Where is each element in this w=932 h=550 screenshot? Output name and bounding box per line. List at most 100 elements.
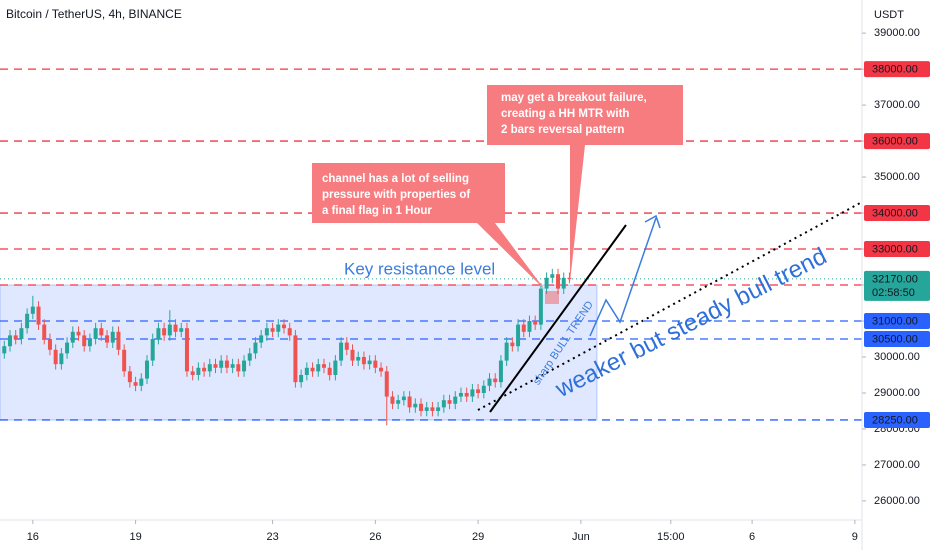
candle-body [253, 342, 258, 354]
candle-body [270, 328, 275, 332]
currency-label: USDT [874, 9, 904, 21]
candle-body [344, 342, 349, 350]
candle-body [384, 371, 389, 397]
candle-body [367, 360, 372, 365]
candle-body [184, 328, 189, 372]
candle-body [464, 392, 469, 397]
x-tick-label: 16 [27, 531, 39, 543]
candle-body [487, 378, 492, 386]
candle-body [447, 400, 452, 404]
candle-body [561, 277, 566, 289]
candle-body [196, 367, 201, 375]
candle-body [139, 378, 144, 386]
callout-text: 2 bars reversal pattern [501, 124, 624, 136]
candle-body [321, 364, 326, 368]
candle-body [25, 313, 30, 329]
candle-body [99, 328, 104, 336]
candle-body [105, 335, 110, 343]
candle-body [316, 364, 321, 372]
candle-body [93, 328, 98, 339]
candle-body [156, 328, 161, 339]
level-label: 31000.00 [872, 315, 918, 327]
candle-body [407, 396, 412, 408]
candle-body [42, 324, 47, 339]
candle-body [173, 324, 178, 332]
candle-body [498, 360, 503, 383]
candle-body [59, 353, 64, 365]
candle-body [282, 324, 287, 329]
candle-body [430, 407, 435, 411]
candle-body [310, 367, 315, 372]
candle-body [419, 403, 424, 411]
candle-body [327, 367, 332, 375]
callout-text: channel has a lot of selling [322, 173, 469, 185]
projection-arrow [589, 217, 657, 337]
y-tick-label: 27000.00 [874, 459, 920, 471]
level-tag [864, 205, 930, 222]
candle-body [264, 328, 269, 336]
x-tick-label: 19 [129, 531, 141, 543]
level-label: 28250.00 [872, 414, 918, 426]
candle-body [144, 360, 149, 379]
candle-body [65, 342, 70, 354]
candle-body [2, 346, 7, 354]
candle-body [556, 274, 561, 289]
candle-body [356, 356, 361, 361]
candle-body [13, 335, 18, 339]
candle-body [436, 407, 441, 411]
candle-body [207, 364, 212, 372]
candle-body [219, 360, 224, 368]
last-price-tag [864, 270, 930, 301]
candle-body [179, 328, 184, 332]
candle-body [544, 277, 549, 289]
x-tick-label: 26 [369, 531, 381, 543]
candle-body [224, 360, 229, 368]
candle-body [47, 338, 52, 350]
candle-body [213, 364, 218, 368]
level-tag [864, 241, 930, 258]
candle-body [567, 277, 572, 279]
y-tick-label: 29000.00 [874, 387, 920, 399]
level-tag [864, 61, 930, 78]
candle-body [350, 349, 355, 361]
candle-body [304, 367, 309, 375]
callout-text: may get a breakout failure, [501, 92, 647, 104]
candle-body [236, 364, 241, 372]
candle-body [242, 360, 247, 372]
candle-body [190, 371, 195, 375]
candle-body [476, 389, 481, 393]
candle-body [247, 353, 252, 361]
candle-body [458, 392, 463, 397]
candle-body [481, 385, 486, 393]
level-label: 34000.00 [872, 207, 918, 219]
candle-body [7, 335, 12, 347]
candle-body [293, 335, 298, 383]
candle-body [276, 324, 281, 332]
candle-body [19, 328, 24, 339]
level-label: 30500.00 [872, 333, 918, 345]
last-price-label: 32170.00 [872, 273, 918, 285]
candle-body [30, 306, 35, 314]
candle-body [521, 324, 526, 332]
x-tick-label: 9 [852, 531, 858, 543]
candle-body [150, 338, 155, 361]
level-label: 33000.00 [872, 243, 918, 255]
y-tick-label: 30000.00 [874, 351, 920, 363]
candle-body [259, 335, 264, 343]
candle-body [287, 328, 292, 336]
x-tick-label: Jun [572, 531, 590, 543]
candle-body [36, 306, 41, 325]
candle-body [441, 400, 446, 408]
candle-body [504, 342, 509, 361]
candle-body [53, 349, 58, 365]
level-tag [864, 312, 930, 329]
candle-body [373, 360, 378, 368]
candle-body [202, 367, 207, 372]
x-tick-label: 15:00 [657, 531, 685, 543]
candle-body [76, 331, 81, 336]
x-tick-label: 23 [266, 531, 278, 543]
x-tick-label: 6 [749, 531, 755, 543]
candle-body [453, 396, 458, 404]
callout-text: a final flag in 1 Hour [322, 205, 432, 217]
candle-body [116, 331, 121, 350]
